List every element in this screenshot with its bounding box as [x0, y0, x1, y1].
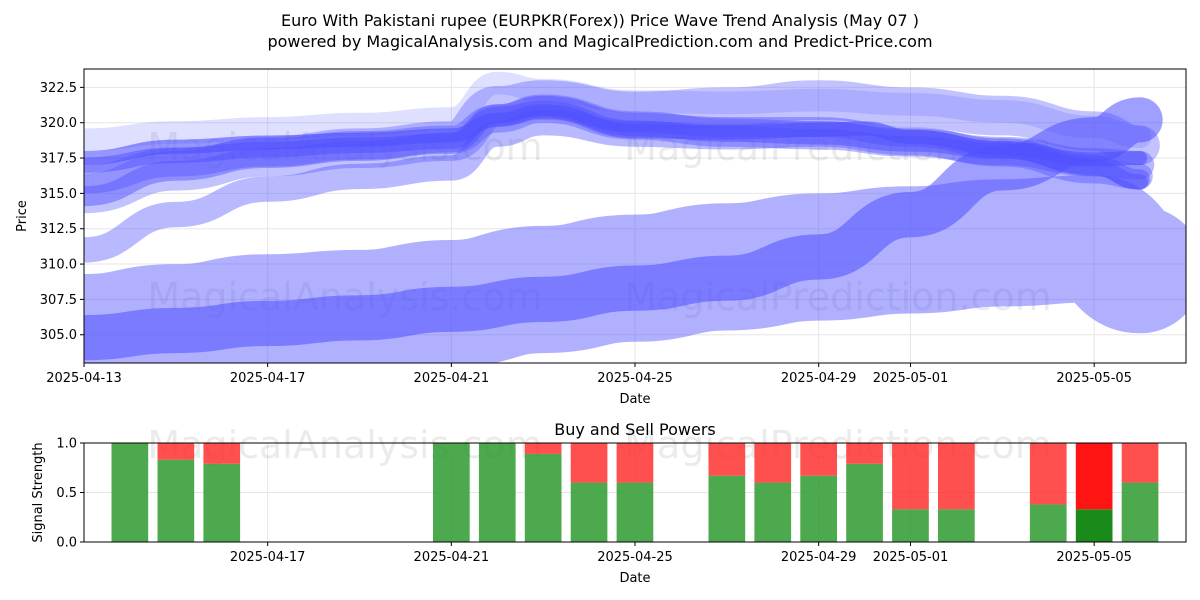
sell-bar	[892, 443, 929, 510]
y-tick-label: 320.0	[40, 116, 77, 131]
signal-panel-title: Buy and Sell Powers	[554, 420, 716, 439]
x-axis-label: Date	[619, 392, 650, 407]
chart-title: Euro With Pakistani rupee (EURPKR(Forex)…	[281, 11, 919, 30]
buy-bar	[1029, 504, 1067, 542]
y-axis-label: Signal Strength	[31, 442, 46, 542]
wave-band	[84, 100, 1148, 190]
y-tick-label: 317.5	[40, 152, 77, 167]
buy-bar	[846, 463, 883, 542]
sell-bar	[203, 443, 241, 464]
x-tick-label: 2025-04-21	[414, 550, 490, 565]
chart-subtitle: powered by MagicalAnalysis.com and Magic…	[267, 32, 932, 51]
wave-bands	[84, 71, 1186, 363]
buy-bar	[433, 443, 470, 542]
buy-bar	[892, 509, 929, 542]
buy-bar	[111, 443, 149, 542]
x-axis-label: Date	[619, 571, 650, 586]
x-tick-label: 2025-04-13	[46, 371, 122, 386]
y-tick-label: 307.5	[40, 293, 77, 308]
sell-bar	[1121, 443, 1159, 483]
x-tick-label: 2025-04-29	[781, 550, 857, 565]
sell-bar	[754, 443, 792, 483]
buy-bar	[616, 482, 654, 542]
sell-bar	[800, 443, 837, 476]
buy-bar	[754, 482, 792, 542]
signal-panel: MagicalAnalysis.com MagicalPrediction.com…	[31, 420, 1187, 586]
x-tick-label: 2025-05-01	[873, 371, 949, 386]
y-tick-label: 0.5	[56, 486, 77, 501]
y-tick-label: 315.0	[40, 187, 77, 202]
wave-band	[84, 97, 1163, 361]
x-tick-label: 2025-04-17	[230, 371, 306, 386]
buy-bar	[708, 475, 746, 542]
sell-bar	[570, 443, 608, 483]
buy-bar	[800, 475, 837, 542]
buy-bar	[524, 453, 562, 542]
y-tick-label: 312.5	[40, 222, 77, 237]
sell-bar	[524, 443, 562, 454]
x-tick-label: 2025-05-05	[1056, 371, 1132, 386]
buy-bar	[1075, 509, 1113, 542]
sell-bar	[157, 443, 195, 460]
y-axis-label: Price	[15, 200, 30, 232]
x-tick-label: 2025-04-29	[781, 371, 857, 386]
y-tick-label: 310.0	[40, 258, 77, 273]
price-panel: MagicalAnalysis.com MagicalPrediction.com…	[15, 68, 1187, 407]
buy-bar	[1121, 482, 1159, 542]
x-tick-label: 2025-05-05	[1056, 550, 1132, 565]
y-tick-label: 322.5	[40, 81, 77, 96]
buy-bar	[478, 443, 516, 542]
x-tick-label: 2025-05-01	[873, 550, 949, 565]
buy-bar	[570, 482, 608, 542]
sell-bar	[616, 443, 654, 483]
sell-bar	[1075, 443, 1113, 510]
watermark: MagicalPrediction.com	[624, 423, 1052, 467]
x-tick-label: 2025-04-25	[597, 550, 673, 565]
buy-bar	[203, 463, 241, 542]
buy-bar	[938, 509, 975, 542]
x-tick-label: 2025-04-17	[230, 550, 306, 565]
sell-bar	[938, 443, 975, 510]
y-tick-label: 0.0	[56, 536, 77, 551]
sell-bar	[708, 443, 746, 476]
y-tick-label: 1.0	[56, 437, 77, 452]
y-tick-label: 305.0	[40, 328, 77, 343]
sell-bar	[1029, 443, 1067, 505]
buy-bar	[157, 459, 195, 542]
wave-band	[84, 71, 1152, 151]
x-tick-label: 2025-04-25	[597, 371, 673, 386]
x-tick-label: 2025-04-21	[414, 371, 490, 386]
sell-bar	[846, 443, 883, 464]
